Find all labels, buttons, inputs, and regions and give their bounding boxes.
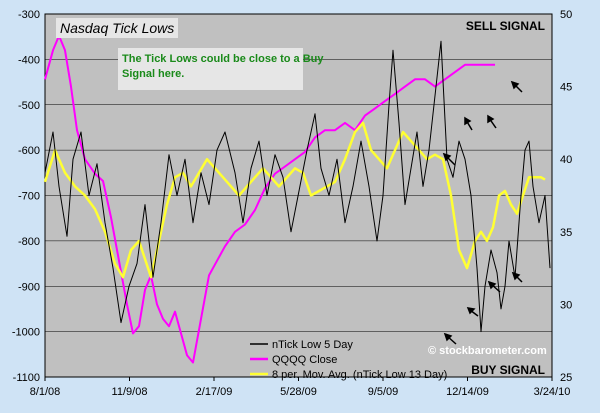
arrow-head-icon [487, 114, 495, 124]
arrow-head-icon [466, 307, 476, 315]
chart-title: Nasdaq Tick Lows [60, 20, 174, 36]
arrow-head-icon [464, 116, 472, 126]
y-right-tick-label: 30 [560, 299, 572, 311]
y-right-tick-label: 40 [560, 154, 572, 166]
y-left-tick-label: -600 [18, 145, 40, 157]
y-left-tick-label: -1100 [13, 372, 40, 384]
arrow-head-icon [487, 280, 497, 290]
x-tick-label: 2/17/09 [196, 386, 233, 398]
y-left-tick-label: -1000 [12, 327, 40, 339]
x-tick-label: 9/5/09 [368, 386, 399, 398]
y-left-tick-label: -800 [18, 236, 40, 248]
arrow-head-icon [442, 152, 452, 162]
y-right-tick-label: 50 [560, 9, 572, 21]
buy-signal-label: BUY SIGNAL [471, 363, 545, 377]
x-tick-label: 11/9/08 [112, 386, 148, 398]
y-right-tick-label: 45 [560, 82, 572, 94]
x-tick-label: 8/1/08 [30, 386, 61, 398]
legend-label: nTick Low 5 Day [272, 339, 353, 351]
x-tick-label: 3/24/10 [534, 386, 571, 398]
series-line [43, 121, 546, 279]
y-left-tick-label: -500 [18, 100, 40, 112]
arrow-head-icon [511, 271, 521, 281]
y-axis-right-ticks: 50 45 40 35 30 25 [560, 9, 572, 384]
annotation-line-2: Signal here. [122, 68, 184, 80]
x-tick-label: 5/28/09 [280, 386, 317, 398]
series-line [44, 40, 551, 333]
x-axis-ticks: 8/1/08 11/9/08 2/17/09 5/28/09 9/5/09 12/14/0… [30, 377, 571, 398]
series-line [44, 34, 495, 364]
annotation-text: The Tick Lows could be close to a Buy Si… [122, 53, 327, 80]
y-axis-left-ticks: -300 -400 -500 -600 -700 -800 -900 -1000 -1100 [12, 9, 40, 384]
legend-label: 8 per. Mov. Avg. (nTick Low 13 Day) [272, 369, 447, 381]
watermark: © stockbarometer.com [428, 345, 547, 357]
y-left-tick-label: -700 [18, 191, 40, 203]
y-left-tick-label: -400 [18, 54, 40, 66]
title-box [56, 18, 178, 38]
arrow-head-icon [443, 332, 453, 342]
y-right-tick-label: 35 [560, 227, 572, 239]
series-layer [43, 34, 551, 364]
y-left-tick-label: -300 [18, 9, 40, 21]
arrow-head-icon [510, 80, 520, 90]
annotation-line-1: The Tick Lows could be close to a Buy [122, 53, 324, 65]
sell-signal-label: SELL SIGNAL [466, 19, 545, 33]
legend-label: QQQQ Close [272, 354, 337, 366]
y-right-tick-label: 25 [560, 372, 572, 384]
arrows [442, 80, 523, 345]
legend: nTick Low 5 Day QQQQ Close 8 per. Mov. Avg… [250, 339, 447, 381]
annotation-box [118, 48, 303, 90]
x-tick-label: 12/14/09 [446, 386, 489, 398]
y-left-tick-label: -900 [18, 281, 40, 293]
